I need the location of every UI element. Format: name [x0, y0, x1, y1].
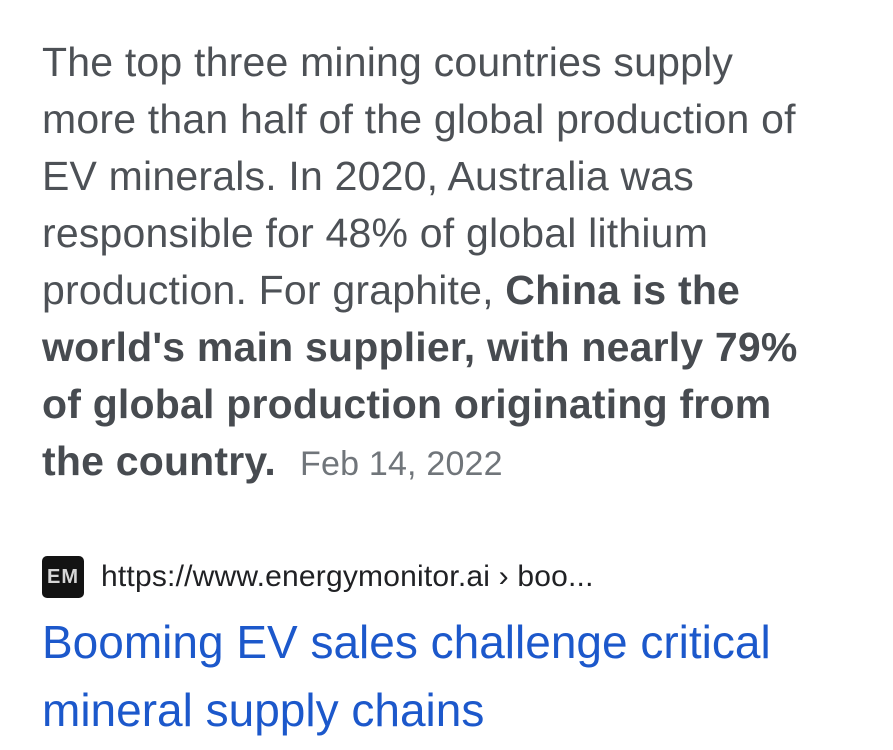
site-favicon-letters: EM	[47, 565, 79, 588]
snippet-text-segment: more than half of the global production …	[42, 96, 796, 142]
snippet-bold-answer: of global production originating from	[42, 381, 772, 427]
snippet-text-segment: The top three mining countries supply	[42, 39, 734, 85]
search-result: EM https://www.energymonitor.ai › boo...…	[42, 556, 893, 744]
snippet-text-line: of global production originating from	[42, 376, 893, 433]
snippet-text-segment: EV minerals. In 2020, Australia was	[42, 153, 694, 199]
snippet-text-line: responsible for 48% of global lithium	[42, 205, 893, 262]
result-source-row[interactable]: EM https://www.energymonitor.ai › boo...	[42, 556, 893, 598]
result-title-line: mineral supply chains	[42, 684, 485, 736]
snippet-text-line: EV minerals. In 2020, Australia was	[42, 148, 893, 205]
snippet-text-line: production. For graphite, China is the	[42, 262, 893, 319]
snippet-text-line: more than half of the global production …	[42, 91, 893, 148]
snippet-text-line: world's main supplier, with nearly 79%	[42, 319, 893, 376]
snippet-bold-answer: the country.	[42, 438, 276, 484]
snippet-bold-answer: China is the	[505, 267, 741, 313]
result-title-link[interactable]: Booming EV sales challenge critical mine…	[42, 608, 893, 744]
snippet-text-line: the country. Feb 14, 2022	[42, 433, 893, 493]
featured-snippet: The top three mining countries supply mo…	[42, 34, 893, 493]
snippet-text-segment: responsible for 48% of global lithium	[42, 210, 709, 256]
snippet-text-segment: production. For graphite,	[42, 267, 506, 313]
result-title-line: Booming EV sales challenge critical	[42, 616, 771, 668]
snippet-text-line: The top three mining countries supply	[42, 34, 893, 91]
site-favicon: EM	[42, 556, 84, 598]
snippet-date: Feb 14, 2022	[300, 445, 503, 483]
snippet-bold-answer: world's main supplier, with nearly 79%	[42, 324, 798, 370]
result-url-breadcrumb: https://www.energymonitor.ai › boo...	[101, 560, 594, 593]
